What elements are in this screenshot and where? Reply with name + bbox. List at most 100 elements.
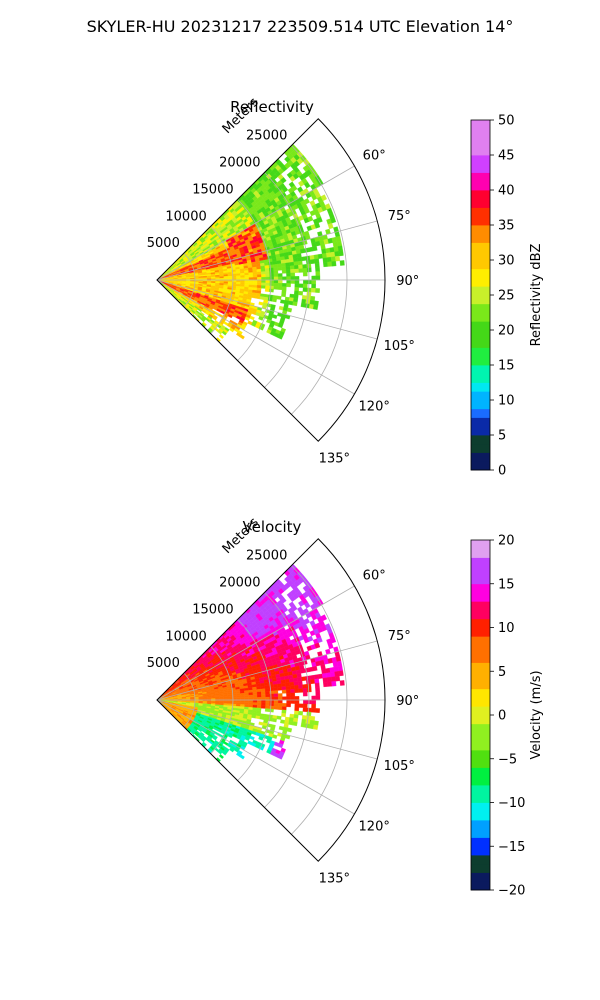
radar-cell	[236, 281, 241, 285]
theta-tick-label: 105°	[384, 339, 415, 354]
colorbar-segment	[471, 863, 490, 873]
radar-cell	[248, 274, 254, 278]
radar-cell	[252, 282, 258, 286]
colorbar-tick-label: 15	[498, 577, 515, 592]
radar-cell	[317, 253, 323, 259]
radar-cell	[244, 275, 250, 278]
radar-cell	[240, 695, 245, 698]
radar-cell	[282, 283, 287, 287]
radar-cell	[256, 271, 262, 275]
colorbar-segment	[471, 417, 490, 427]
radar-cell	[302, 688, 308, 693]
radar-cell	[290, 699, 296, 704]
radar-cell	[256, 285, 262, 289]
radar-cell	[248, 282, 254, 286]
radar-cell	[267, 717, 273, 722]
colorbar-segment	[471, 741, 490, 751]
colorbar-tick-label: 40	[498, 184, 515, 199]
radar-cell	[240, 272, 245, 276]
radar-cell	[269, 273, 275, 278]
radar-cell	[298, 684, 304, 690]
radar-cell	[306, 711, 312, 717]
colorbar-segment	[471, 207, 490, 217]
radar-cell	[313, 254, 319, 260]
radar-cell	[298, 688, 304, 693]
radar-cell	[294, 279, 300, 284]
radar-cell	[269, 279, 275, 284]
radar-cell	[265, 270, 270, 275]
radar-cell	[223, 696, 229, 699]
radar-cell	[265, 690, 270, 695]
colorbar-segment	[471, 776, 490, 786]
radar-cell	[265, 702, 270, 707]
radar-cell	[337, 245, 343, 252]
radar-cell	[314, 258, 320, 264]
radar-cell	[257, 282, 262, 286]
theta-tick-label: 105°	[384, 759, 415, 774]
radar-cell	[268, 264, 274, 269]
colorbar-segment	[471, 146, 490, 156]
theta-tick-label: 60°	[363, 569, 386, 584]
radar-cell	[261, 691, 266, 695]
radar-cell	[297, 680, 303, 686]
radar-cell	[314, 682, 320, 688]
radar-cell	[280, 719, 286, 724]
radar-cell	[269, 702, 275, 707]
radar-cell	[286, 692, 291, 697]
radar-cell	[290, 272, 296, 277]
colorbar-segment	[471, 268, 490, 278]
radar-cell	[281, 689, 287, 694]
radar-cell	[281, 686, 287, 691]
radar-cell	[251, 294, 257, 299]
radar-cell	[272, 264, 278, 268]
radar-cell	[321, 673, 328, 679]
radar-cell	[323, 681, 329, 688]
radar-cell	[215, 276, 220, 279]
radar-cell	[272, 734, 278, 739]
radar-cell	[302, 268, 308, 273]
radar-cell	[219, 276, 225, 279]
radar-cell	[327, 261, 333, 267]
radar-cell	[227, 695, 233, 699]
radar-cell	[300, 722, 306, 728]
radar-cell	[240, 692, 245, 696]
radar-cell	[257, 279, 262, 283]
radar-cell	[302, 707, 308, 712]
radar-cell	[281, 289, 287, 294]
radar-cell	[261, 697, 266, 701]
radar-cell	[277, 686, 283, 691]
radar-cell	[294, 290, 299, 296]
radar-cell	[261, 699, 266, 703]
radar-cell	[264, 708, 270, 712]
radar-cell	[252, 269, 258, 273]
radar-cell	[265, 276, 271, 281]
radar-cell	[326, 252, 332, 258]
radar-cell	[256, 688, 262, 693]
radar-cell	[265, 282, 270, 287]
radar-cell	[311, 703, 316, 709]
radar-cell	[290, 279, 296, 284]
theta-tick-label: 120°	[359, 819, 390, 834]
radar-cell	[271, 298, 277, 303]
radar-cell	[294, 283, 300, 288]
colorbar-tick-label: −20	[498, 884, 525, 899]
radar-cell	[306, 687, 312, 693]
colorbar-segment	[471, 732, 490, 742]
radar-cell	[281, 682, 287, 688]
radar-cell	[240, 282, 245, 285]
radar-cell	[244, 282, 250, 285]
radar-cell	[257, 702, 262, 706]
radial-tick-label: 25000	[246, 129, 287, 144]
radar-cell	[289, 261, 295, 267]
radar-cell	[314, 678, 320, 684]
radar-cell	[223, 276, 229, 279]
radar-cell	[321, 253, 328, 259]
colorbar-segment	[471, 190, 490, 200]
radial-tick-label: 15000	[192, 182, 233, 197]
colorbar-segment	[471, 671, 490, 681]
radial-tick-label: 25000	[246, 549, 287, 564]
radar-cell	[278, 699, 283, 704]
radar-cell	[288, 678, 294, 683]
radar-cell	[294, 696, 300, 701]
radar-cell	[315, 695, 321, 701]
